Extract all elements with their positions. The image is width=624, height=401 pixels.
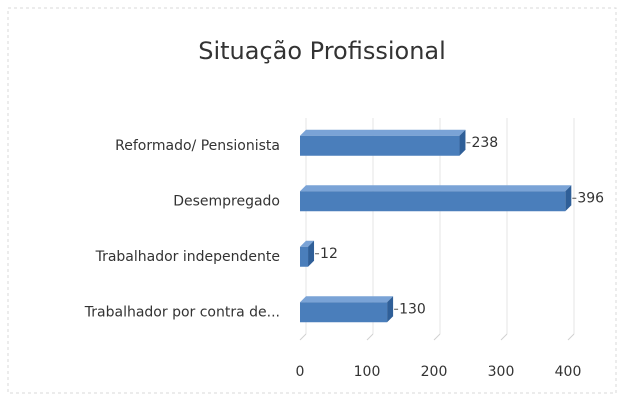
floor-line <box>433 333 441 341</box>
value-label: 12 <box>320 246 338 262</box>
bar <box>300 135 460 156</box>
value-label: 238 <box>471 135 498 151</box>
bar-side <box>387 296 394 323</box>
bar-top <box>300 296 394 303</box>
floor-line <box>500 333 508 341</box>
bar <box>300 191 566 212</box>
value-label: 396 <box>577 190 604 206</box>
bar <box>300 302 388 323</box>
x-tick-label: 300 <box>488 364 515 380</box>
chart-title: Situação Profissional <box>198 37 446 65</box>
bar-top <box>300 129 466 136</box>
x-tick-label: 200 <box>421 364 448 380</box>
floor-line <box>299 333 307 341</box>
value-label: 130 <box>399 301 426 317</box>
y-tick-label: Desempregado <box>173 193 280 209</box>
x-tick-label: 400 <box>555 364 582 380</box>
bar-side <box>308 240 315 267</box>
y-tick-label: Trabalhador por contra de... <box>84 304 280 320</box>
bar-top <box>300 240 315 247</box>
y-tick-label: Trabalhador independente <box>95 249 280 265</box>
y-tick-label: Reformado/ Pensionista <box>115 138 280 154</box>
floor-line <box>567 333 575 341</box>
x-tick-label: 100 <box>354 364 381 380</box>
bar-top <box>300 185 572 192</box>
bar-side <box>459 129 466 156</box>
floor-line <box>366 333 374 341</box>
x-tick-label: 0 <box>296 364 305 380</box>
bar-side <box>565 185 572 212</box>
bar <box>300 246 309 267</box>
